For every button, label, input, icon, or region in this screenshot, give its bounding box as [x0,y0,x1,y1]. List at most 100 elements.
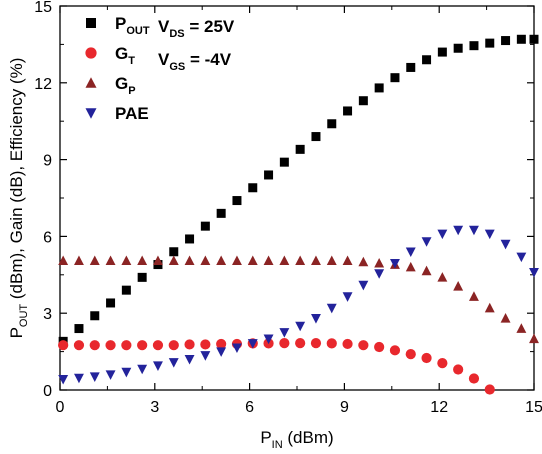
data-point-pae [89,372,100,382]
data-point-pout [327,119,337,129]
data-point-gp [405,261,416,272]
data-point-gt [73,340,85,351]
data-point-pae [121,367,132,378]
data-point-pout [137,272,147,282]
x-tick-label: 15 [525,399,542,416]
data-point-gt [121,340,132,351]
data-point-pae [529,267,539,278]
y-tick-label: 12 [34,76,52,93]
data-point-gt [137,340,148,351]
data-point-gp [437,272,448,282]
x-tick-label: 0 [56,399,65,416]
data-point-gt [184,339,195,350]
data-point-pout [200,221,210,231]
series-pae [58,225,539,385]
data-point-pout [406,62,416,72]
data-point-gt [216,338,227,350]
data-point-gt [168,340,179,351]
data-point-pae [153,361,163,371]
data-point-pae [168,358,179,368]
data-point-gt [105,340,116,351]
y-tick-label: 15 [34,0,52,16]
data-point-gp [295,255,306,265]
y-axis-title: POUT (dBm), Gain (dB), Efficiency (%) [7,58,30,339]
data-point-gp [516,323,527,333]
data-point-gp [484,302,495,313]
data-point-pae [326,303,337,314]
data-point-gp [374,258,385,268]
data-point-pae [74,373,84,384]
series-layer [58,34,539,395]
data-point-pout [529,34,539,44]
data-point-pout [374,83,384,93]
legend: POUT GT GP PAE [85,14,150,123]
data-point-gp [311,255,321,265]
data-point-pae [516,252,527,263]
data-point-gt [484,384,495,395]
x-tick-label: 9 [340,399,349,416]
data-point-pae [279,328,290,338]
data-point-pout [485,38,495,48]
series-pout [58,34,539,346]
data-point-pae [390,259,400,269]
data-point-pae [437,229,448,240]
data-point-pae [200,351,211,361]
data-point-gp [500,313,511,323]
data-point-pae [405,247,416,258]
data-point-gp [453,281,464,291]
data-point-pout [74,324,84,334]
data-point-gp [216,255,227,265]
data-point-gt [453,364,464,375]
data-point-pae [216,347,227,357]
data-point-gp [232,255,242,265]
data-point-pout [516,34,526,44]
axis-ticks: 0 3 6 9 12 15 0 3 6 9 12 15 [34,0,542,416]
data-point-pae [453,225,464,236]
data-point-gt [310,338,322,349]
data-point-pout [295,144,305,154]
data-point-pae [58,374,69,385]
y-tick-label: 6 [43,229,52,246]
data-point-pout [343,106,353,116]
data-point-pae [311,314,321,324]
legend-marker-pout [86,18,96,28]
data-point-gt [374,341,385,353]
data-point-pae [484,229,495,240]
data-point-pae [358,280,369,291]
data-point-gt [58,340,69,351]
data-point-pout [216,208,226,218]
data-point-pae [342,292,353,302]
legend-label-gp: GP [115,74,136,97]
data-point-pout [390,73,400,83]
data-point-pae [232,343,242,354]
annotation-vgs: VGS = -4V [158,50,232,73]
data-point-gp [168,255,179,265]
y-tick-label: 9 [43,153,52,170]
data-point-gp [137,255,148,265]
data-point-gt [468,373,480,384]
data-point-pout [264,170,274,180]
data-point-gt [342,338,353,350]
data-point-pout [422,55,432,65]
legend-label-gt: GT [115,44,135,67]
data-point-gp [153,255,163,265]
data-point-gp [184,255,195,265]
y-tick-label: 0 [43,383,52,400]
data-point-gp [358,256,369,267]
data-point-pae [500,239,511,250]
data-point-pout [106,298,116,308]
data-point-gt [358,340,369,351]
data-point-gp [529,333,539,344]
legend-marker-pae [85,108,97,119]
data-point-gt [152,340,164,351]
x-axis-title: PIN (dBm) [260,428,333,451]
data-point-pae [105,370,116,380]
data-point-pout [121,285,131,295]
legend-marker-gt [85,47,97,59]
data-point-gt [279,338,290,349]
data-point-gt [437,358,448,369]
data-point-gp [469,291,479,301]
data-point-pout [453,43,463,53]
data-point-gp [279,255,290,265]
